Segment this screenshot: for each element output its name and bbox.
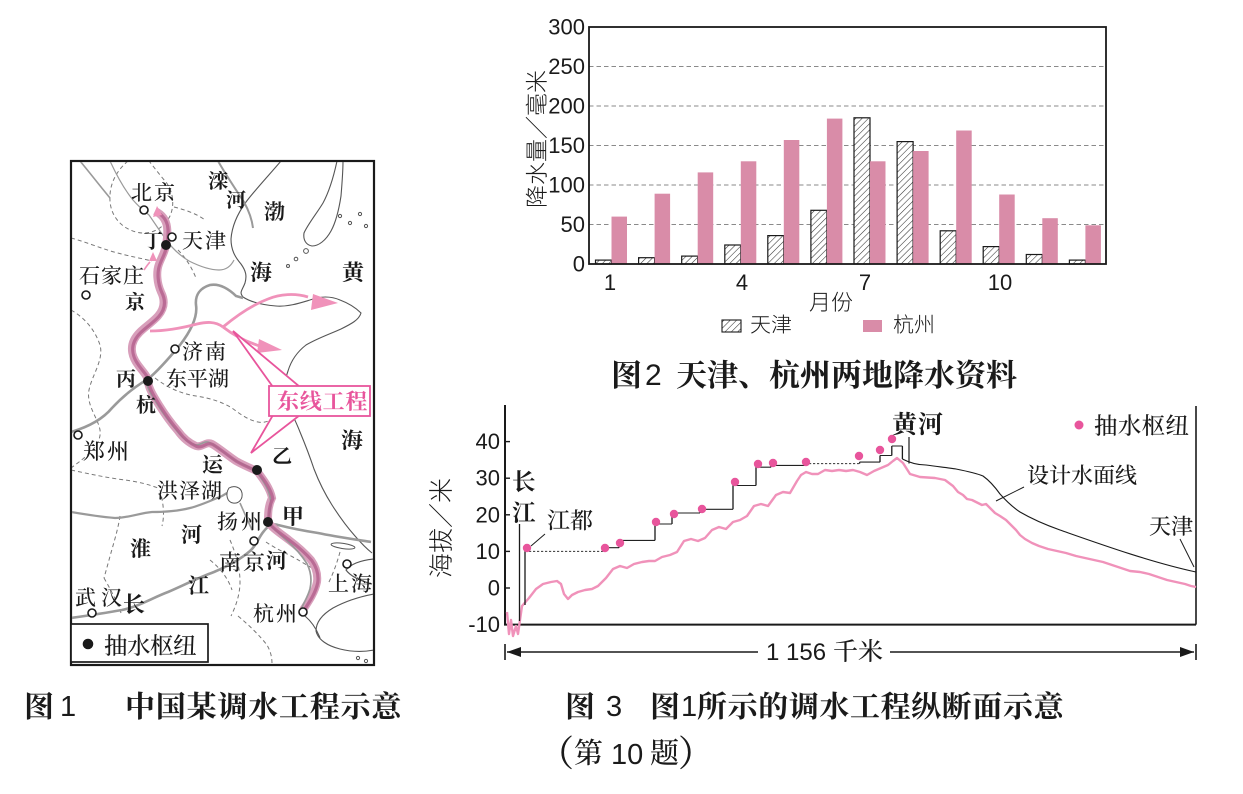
svg-text:20: 20 (476, 502, 500, 527)
svg-text:300: 300 (548, 15, 585, 40)
svg-text:1: 1 (604, 270, 616, 295)
svg-text:30: 30 (476, 466, 500, 491)
svg-text:10: 10 (476, 539, 500, 564)
svg-text:7: 7 (859, 270, 871, 295)
svg-text:100: 100 (548, 173, 585, 198)
svg-text:10: 10 (611, 739, 643, 771)
svg-text:0: 0 (573, 252, 585, 277)
svg-text:1: 1 (60, 691, 76, 723)
svg-text:250: 250 (548, 54, 585, 79)
svg-text:50: 50 (561, 212, 585, 237)
svg-text:-10: -10 (468, 612, 500, 637)
svg-text:10: 10 (988, 270, 1012, 295)
svg-text:1 156: 1 156 (766, 639, 826, 666)
svg-text:0: 0 (488, 576, 500, 601)
svg-text:4: 4 (736, 270, 748, 295)
svg-text:200: 200 (548, 94, 585, 119)
svg-text:1: 1 (681, 691, 697, 723)
svg-text:3: 3 (606, 691, 622, 723)
svg-text:150: 150 (548, 133, 585, 158)
svg-text:40: 40 (476, 429, 500, 454)
svg-text:2: 2 (645, 359, 662, 392)
